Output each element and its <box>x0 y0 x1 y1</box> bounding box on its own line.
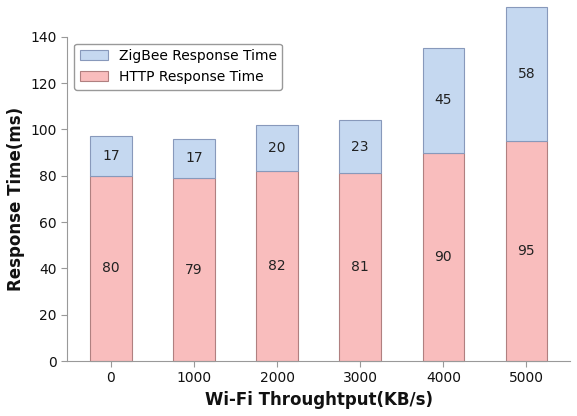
Text: 58: 58 <box>518 67 535 81</box>
Text: 80: 80 <box>102 261 120 275</box>
Bar <box>256 125 298 171</box>
Bar <box>505 7 547 141</box>
Y-axis label: Response Time(ms): Response Time(ms) <box>7 107 25 291</box>
Bar <box>339 120 381 173</box>
Text: 17: 17 <box>102 149 120 163</box>
Text: 90: 90 <box>434 250 452 264</box>
Text: 20: 20 <box>268 141 286 155</box>
Bar <box>339 173 381 361</box>
Text: 82: 82 <box>268 259 286 273</box>
Text: 23: 23 <box>351 140 369 154</box>
Bar <box>505 141 547 361</box>
Bar <box>256 171 298 361</box>
Bar <box>173 139 215 178</box>
Text: 81: 81 <box>351 260 369 274</box>
Bar <box>422 153 464 361</box>
Bar <box>90 136 132 176</box>
Legend: ZigBee Response Time, HTTP Response Time: ZigBee Response Time, HTTP Response Time <box>74 44 282 90</box>
Bar <box>173 178 215 361</box>
Text: 17: 17 <box>185 151 203 165</box>
Bar <box>90 176 132 361</box>
Text: 45: 45 <box>434 94 452 107</box>
Bar <box>422 48 464 153</box>
Text: 79: 79 <box>185 262 203 277</box>
X-axis label: Wi-Fi Throughtput(KB/s): Wi-Fi Throughtput(KB/s) <box>205 391 433 409</box>
Text: 95: 95 <box>518 244 535 258</box>
